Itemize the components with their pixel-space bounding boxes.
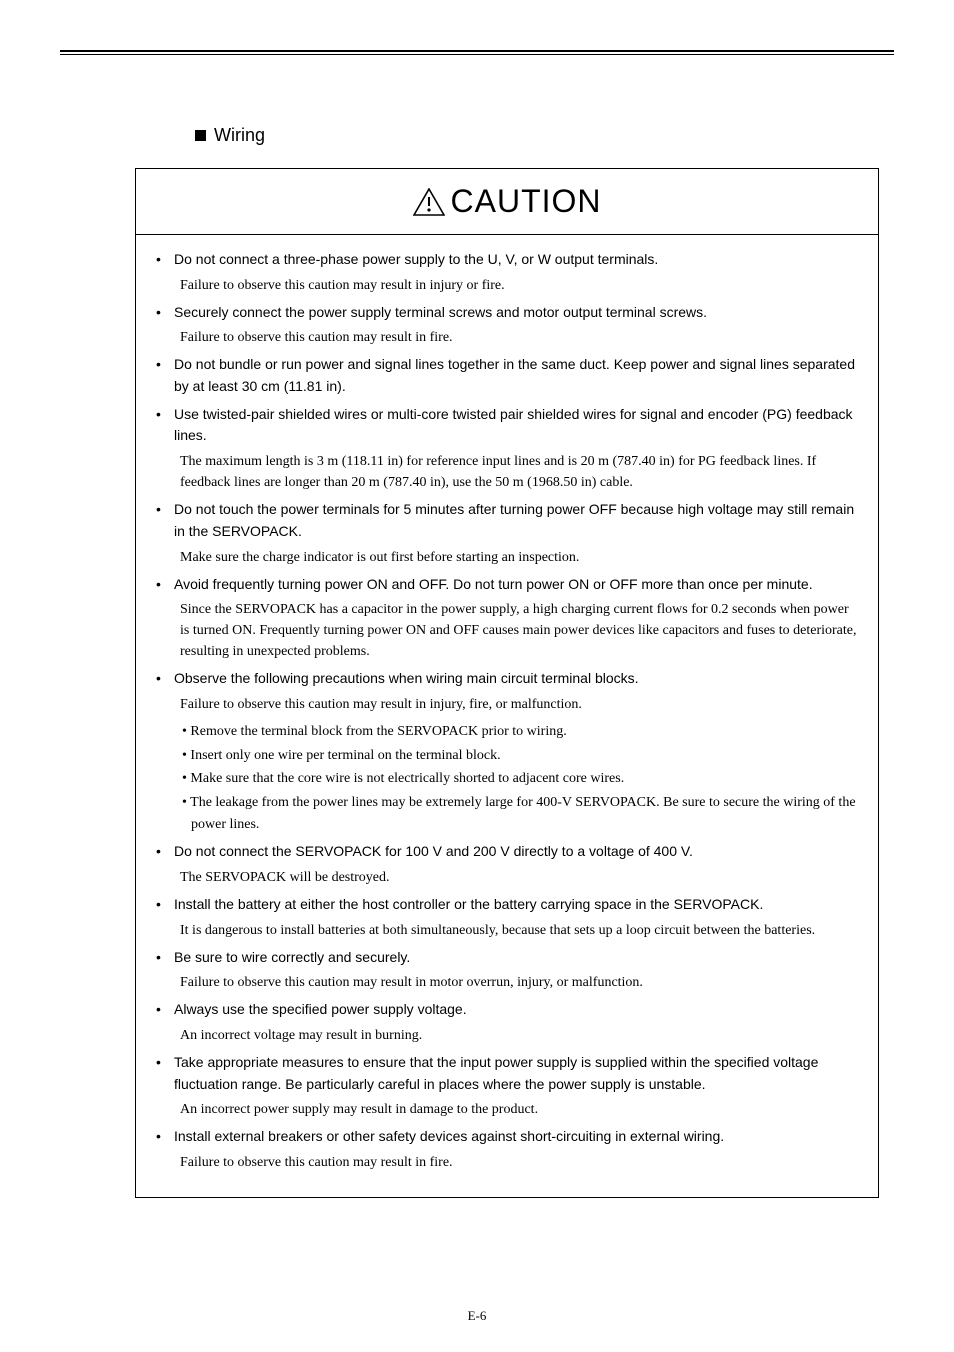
bullet-icon: • [154,249,174,271]
caution-item-head-text: Securely connect the power supply termin… [174,302,860,324]
caution-item: •Always use the specified power supply v… [154,999,860,1046]
caution-item-head-text: Install external breakers or other safet… [174,1126,860,1148]
bullet-icon: • [154,499,174,521]
caution-item-head-text: Install the battery at either the host c… [174,894,860,916]
caution-item-head: •Always use the specified power supply v… [154,999,860,1021]
caution-item-head-text: Do not touch the power terminals for 5 m… [174,499,860,542]
caution-item-explanation: Failure to observe this caution may resu… [180,327,860,348]
caution-item: •Take appropriate measures to ensure tha… [154,1052,860,1120]
caution-item-subpoint: • The leakage from the power lines may b… [182,792,860,835]
caution-item: •Be sure to wire correctly and securely.… [154,947,860,994]
bullet-icon: • [154,354,174,376]
caution-item: •Install external breakers or other safe… [154,1126,860,1173]
caution-item-head: •Do not connect the SERVOPACK for 100 V … [154,841,860,863]
caution-item-explanation: Failure to observe this caution may resu… [180,694,860,715]
bullet-icon: • [154,894,174,916]
caution-item: •Install the battery at either the host … [154,894,860,941]
bullet-icon: • [154,302,174,324]
caution-item-head: •Do not touch the power terminals for 5 … [154,499,860,542]
bullet-icon: • [154,1052,174,1074]
page-footer: E-6 [0,1308,954,1324]
caution-item-explanation: An incorrect voltage may result in burni… [180,1025,860,1046]
caution-item-head: •Be sure to wire correctly and securely. [154,947,860,969]
caution-item-explanation: An incorrect power supply may result in … [180,1099,860,1120]
bullet-icon: • [154,404,174,426]
bullet-icon: • [154,574,174,596]
caution-item: •Do not connect a three-phase power supp… [154,249,860,296]
caution-item-head: •Securely connect the power supply termi… [154,302,860,324]
bullet-icon: • [154,947,174,969]
caution-item: •Do not connect the SERVOPACK for 100 V … [154,841,860,888]
caution-item-head-text: Do not bundle or run power and signal li… [174,354,860,397]
caution-item: •Do not touch the power terminals for 5 … [154,499,860,567]
bullet-icon: • [154,1126,174,1148]
caution-item-explanation: Failure to observe this caution may resu… [180,972,860,993]
caution-item-head: •Do not connect a three-phase power supp… [154,249,860,271]
caution-item-head-text: Observe the following precautions when w… [174,668,860,690]
caution-item: •Avoid frequently turning power ON and O… [154,574,860,663]
caution-item-head: •Install external breakers or other safe… [154,1126,860,1148]
caution-body: •Do not connect a three-phase power supp… [136,235,878,1197]
caution-item-subpoint: • Make sure that the core wire is not el… [182,768,860,790]
caution-item-subpoint: • Insert only one wire per terminal on t… [182,745,860,767]
caution-item-head-text: Be sure to wire correctly and securely. [174,947,860,969]
bullet-icon: • [154,668,174,690]
top-rule-thin [60,54,894,55]
top-rule-thick [60,50,894,52]
caution-item-head: •Take appropriate measures to ensure tha… [154,1052,860,1095]
page: Wiring CAUTION •Do not connect a three-p… [0,0,954,1352]
caution-item-explanation: Failure to observe this caution may resu… [180,275,860,296]
caution-title: CAUTION [451,183,602,219]
caution-item-head: •Use twisted-pair shielded wires or mult… [154,404,860,447]
caution-item-head: •Avoid frequently turning power ON and O… [154,574,860,596]
caution-item: •Securely connect the power supply termi… [154,302,860,349]
caution-item-explanation: Since the SERVOPACK has a capacitor in t… [180,599,860,662]
caution-item-explanation: It is dangerous to install batteries at … [180,920,860,941]
caution-item-head: •Install the battery at either the host … [154,894,860,916]
caution-item: •Use twisted-pair shielded wires or mult… [154,404,860,493]
section-heading: Wiring [195,125,894,146]
section-heading-text: Wiring [214,125,265,145]
warning-triangle-icon [413,188,445,216]
caution-item-head-text: Use twisted-pair shielded wires or multi… [174,404,860,447]
caution-item-head: •Do not bundle or run power and signal l… [154,354,860,397]
caution-item-head-text: Do not connect a three-phase power suppl… [174,249,860,271]
caution-item-head-text: Do not connect the SERVOPACK for 100 V a… [174,841,860,863]
caution-item-explanation: The maximum length is 3 m (118.11 in) fo… [180,451,860,493]
caution-item-head-text: Always use the specified power supply vo… [174,999,860,1021]
square-bullet-icon [195,130,206,141]
caution-item-explanation: Failure to observe this caution may resu… [180,1152,860,1173]
caution-item-head: •Observe the following precautions when … [154,668,860,690]
caution-item-explanation: Make sure the charge indicator is out fi… [180,547,860,568]
bullet-icon: • [154,841,174,863]
caution-item: •Observe the following precautions when … [154,668,860,835]
caution-item-head-text: Take appropriate measures to ensure that… [174,1052,860,1095]
caution-item-explanation: The SERVOPACK will be destroyed. [180,867,860,888]
caution-item-head-text: Avoid frequently turning power ON and OF… [174,574,860,596]
caution-item: •Do not bundle or run power and signal l… [154,354,860,397]
bullet-icon: • [154,999,174,1021]
caution-header: CAUTION [136,169,878,235]
caution-item-subpoint: • Remove the terminal block from the SER… [182,721,860,743]
caution-box: CAUTION •Do not connect a three-phase po… [135,168,879,1198]
